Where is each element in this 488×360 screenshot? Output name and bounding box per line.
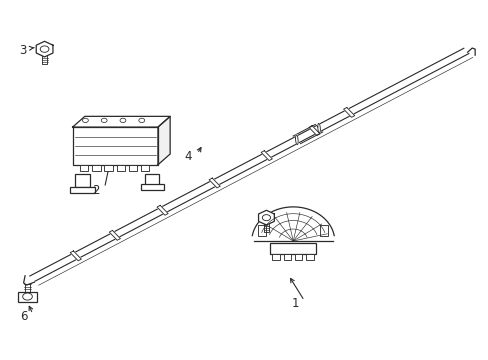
- Polygon shape: [295, 135, 298, 145]
- Circle shape: [101, 118, 107, 122]
- Polygon shape: [343, 108, 354, 117]
- Bar: [270, 243, 315, 253]
- Bar: [320, 225, 327, 236]
- Polygon shape: [36, 41, 53, 57]
- Bar: [18, 292, 37, 302]
- Circle shape: [40, 46, 49, 52]
- Bar: [70, 187, 95, 193]
- Circle shape: [82, 118, 88, 122]
- Polygon shape: [308, 126, 319, 135]
- Polygon shape: [258, 210, 274, 225]
- Bar: [140, 184, 163, 190]
- Text: 2: 2: [92, 184, 100, 197]
- Bar: [145, 174, 159, 185]
- Polygon shape: [157, 206, 168, 215]
- Text: 1: 1: [291, 297, 299, 310]
- Polygon shape: [158, 116, 170, 165]
- Bar: [294, 253, 302, 260]
- Polygon shape: [70, 251, 81, 261]
- Bar: [258, 225, 265, 236]
- Bar: [128, 165, 137, 171]
- Text: 4: 4: [184, 150, 192, 163]
- Bar: [92, 165, 101, 171]
- Bar: [104, 165, 113, 171]
- Bar: [306, 253, 313, 260]
- Bar: [73, 127, 158, 165]
- Text: 5: 5: [272, 229, 279, 242]
- Bar: [116, 165, 125, 171]
- Circle shape: [262, 215, 270, 221]
- Polygon shape: [317, 123, 320, 133]
- Polygon shape: [109, 230, 120, 240]
- Bar: [141, 165, 149, 171]
- Polygon shape: [73, 116, 170, 127]
- Polygon shape: [209, 178, 220, 188]
- Bar: [283, 253, 290, 260]
- Bar: [272, 253, 279, 260]
- Circle shape: [120, 118, 125, 122]
- Polygon shape: [252, 207, 333, 241]
- Polygon shape: [261, 151, 272, 161]
- Text: 3: 3: [19, 44, 26, 57]
- Circle shape: [139, 118, 144, 122]
- Circle shape: [22, 293, 32, 300]
- Text: 6: 6: [20, 310, 28, 324]
- Bar: [80, 165, 88, 171]
- Bar: [75, 174, 90, 187]
- Polygon shape: [30, 48, 468, 281]
